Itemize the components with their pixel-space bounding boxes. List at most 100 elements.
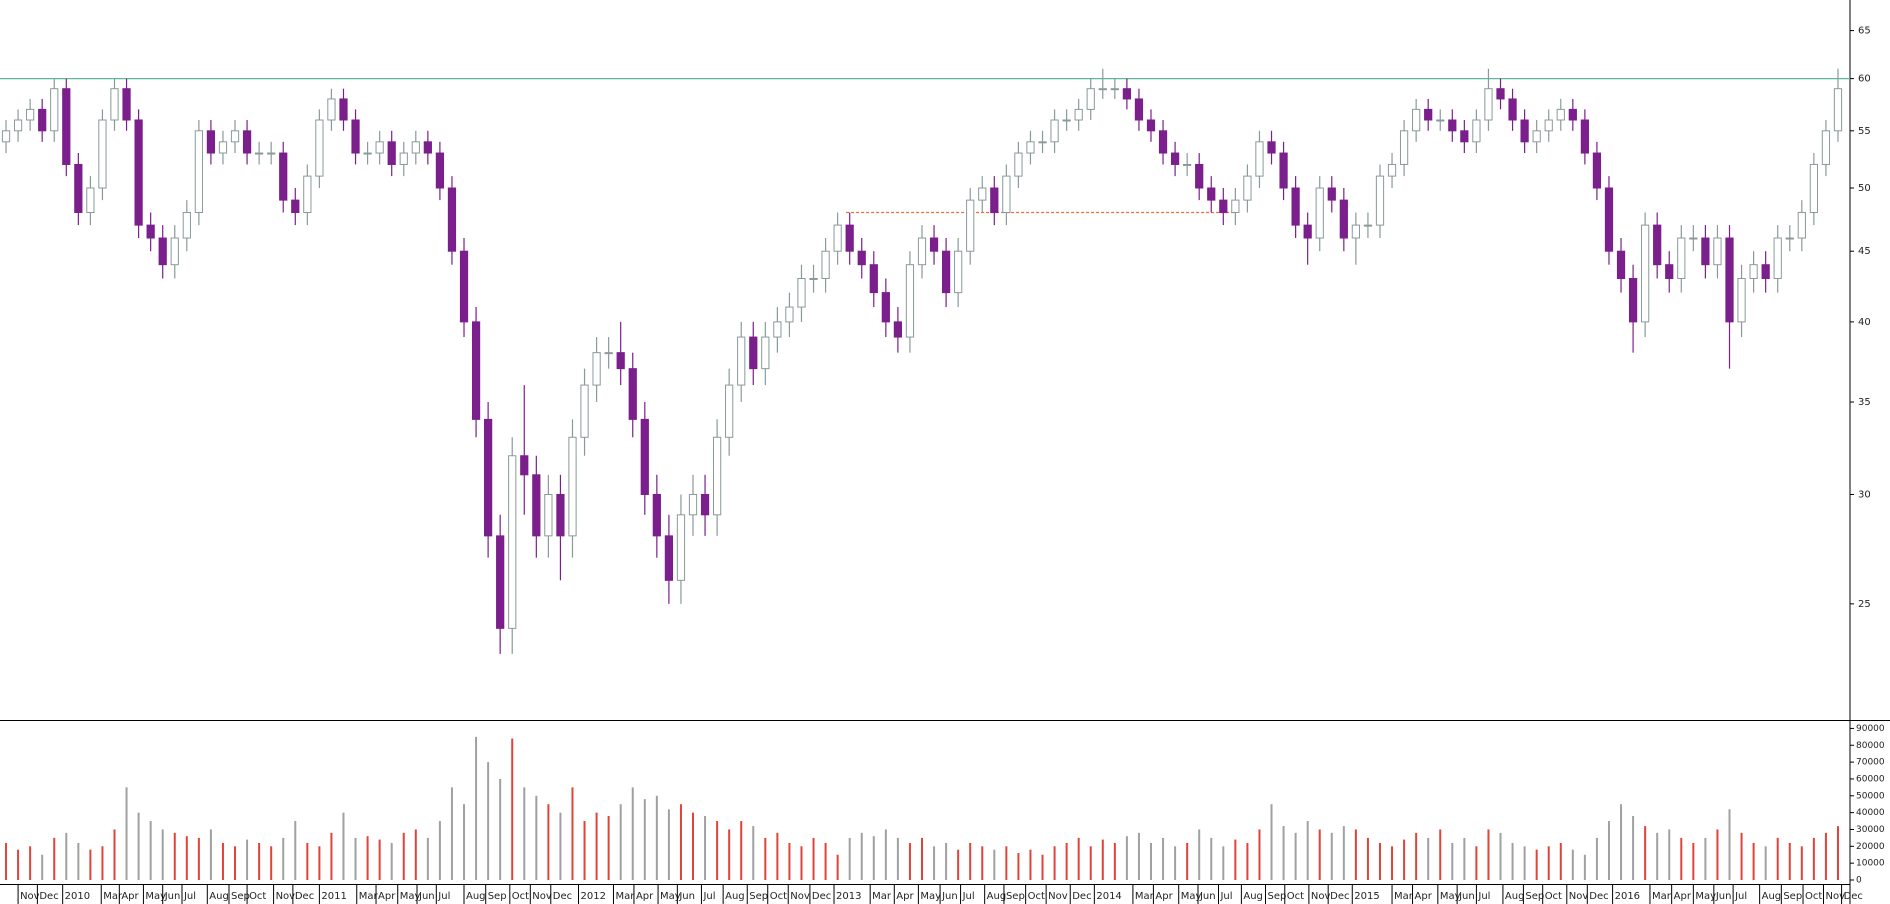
candle-body — [1653, 224, 1662, 266]
volume-bar — [1234, 839, 1237, 880]
candle-body — [725, 384, 734, 438]
candle-body — [1701, 237, 1710, 266]
volume-bar — [704, 816, 707, 880]
volume-bar — [185, 836, 188, 880]
candle-body — [1773, 237, 1782, 279]
candle-body — [1665, 264, 1674, 279]
volume-bar — [667, 809, 670, 880]
volume-bar — [487, 762, 490, 880]
candle-body — [917, 237, 927, 266]
candle-body — [1291, 187, 1300, 226]
x-tick-label: Nov — [20, 891, 40, 902]
volume-bar — [1391, 846, 1394, 880]
volume-bar — [1089, 846, 1092, 880]
candle-body — [1737, 277, 1746, 323]
volume-bar — [1149, 842, 1152, 880]
volume-bar — [450, 787, 453, 880]
volume-bar — [1270, 804, 1273, 880]
candle-body — [604, 352, 613, 355]
x-tick-label: Jul — [1734, 891, 1747, 902]
candle-body — [1484, 88, 1493, 121]
volume-bar — [270, 846, 273, 880]
volume-bar — [1427, 837, 1430, 880]
x-tick-label: 2015 — [1354, 891, 1379, 902]
volume-bar — [1029, 849, 1032, 880]
x-tick-label: Oct — [1545, 891, 1562, 902]
candle-body — [1472, 119, 1481, 143]
x-tick-label: Mar — [359, 891, 379, 902]
x-tick-label: Jun — [1458, 891, 1475, 902]
candle-body — [1496, 88, 1505, 100]
volume-bar — [125, 787, 128, 880]
volume-bar — [294, 821, 297, 880]
volume-bar — [740, 821, 743, 880]
candle-body — [375, 141, 384, 154]
volume-bar — [1607, 821, 1610, 880]
candle-body — [98, 119, 107, 189]
volume-bar — [655, 795, 658, 880]
x-tick-label: Oct — [512, 891, 529, 902]
candle-body — [676, 514, 686, 581]
candle-body — [1833, 88, 1843, 132]
volume-bar — [1728, 809, 1731, 880]
volume-bar — [161, 829, 164, 880]
candle-body — [1122, 88, 1132, 100]
x-tick-label: May — [1695, 891, 1716, 902]
candle-body — [966, 199, 975, 252]
candle-body — [1158, 130, 1168, 154]
x-tick-label: Aug — [725, 891, 745, 902]
candle-body — [110, 88, 119, 121]
volume-bar — [1210, 837, 1213, 880]
volume-bar — [354, 837, 357, 880]
y-tick-label: 60 — [1858, 74, 1871, 85]
candle-body — [1339, 199, 1348, 239]
x-tick-label: Oct — [1287, 891, 1304, 902]
x-tick-label: Dec — [1589, 891, 1608, 902]
candle-body — [134, 119, 143, 226]
volume-bar — [1342, 826, 1345, 880]
volume-bar — [1198, 829, 1201, 880]
volume-bar — [149, 821, 152, 880]
volume-bar — [1403, 839, 1406, 880]
volume-bar — [258, 842, 261, 880]
volume-bar — [1800, 846, 1803, 880]
volume-bar — [1632, 816, 1635, 880]
volume-bar — [1246, 842, 1249, 880]
x-tick-label: Jun — [678, 891, 695, 902]
candle-body — [1532, 130, 1541, 143]
candle-body — [544, 493, 553, 537]
x-tick-label: Mar — [615, 891, 635, 902]
x-tick-label: Sep — [1525, 891, 1544, 902]
candle-body — [1279, 152, 1288, 189]
candle-body — [1460, 130, 1469, 143]
x-tick-label: Aug — [209, 891, 229, 902]
x-tick-label: Mar — [1652, 891, 1672, 902]
candle-body — [411, 141, 420, 154]
candle-body — [1399, 130, 1409, 165]
volume-bar — [1656, 832, 1659, 880]
volume-bar — [1547, 846, 1550, 880]
volume-bar — [1583, 854, 1586, 880]
volume-bar — [89, 849, 92, 880]
volume-bar — [559, 812, 562, 880]
volume-bar — [692, 812, 695, 880]
volume-bar — [53, 837, 56, 880]
candle-body — [532, 474, 541, 537]
candle-body — [1641, 224, 1650, 323]
candle-body — [267, 152, 276, 155]
volume-bar — [330, 832, 333, 880]
candle-body — [351, 119, 360, 154]
candle-body — [1375, 175, 1385, 226]
candle-body — [664, 535, 674, 581]
candle-body — [1821, 130, 1831, 165]
y-tick-label: 25 — [1858, 599, 1871, 610]
x-tick-label: Jun — [418, 891, 435, 902]
candle-body — [580, 384, 589, 438]
volume-bar — [1125, 836, 1128, 880]
candle-body — [1327, 187, 1336, 201]
volume-bar — [908, 842, 911, 880]
x-tick-label: Apr — [378, 891, 396, 902]
candle-body — [712, 436, 722, 516]
candle-body — [1713, 237, 1722, 266]
candle-body — [1363, 224, 1373, 227]
